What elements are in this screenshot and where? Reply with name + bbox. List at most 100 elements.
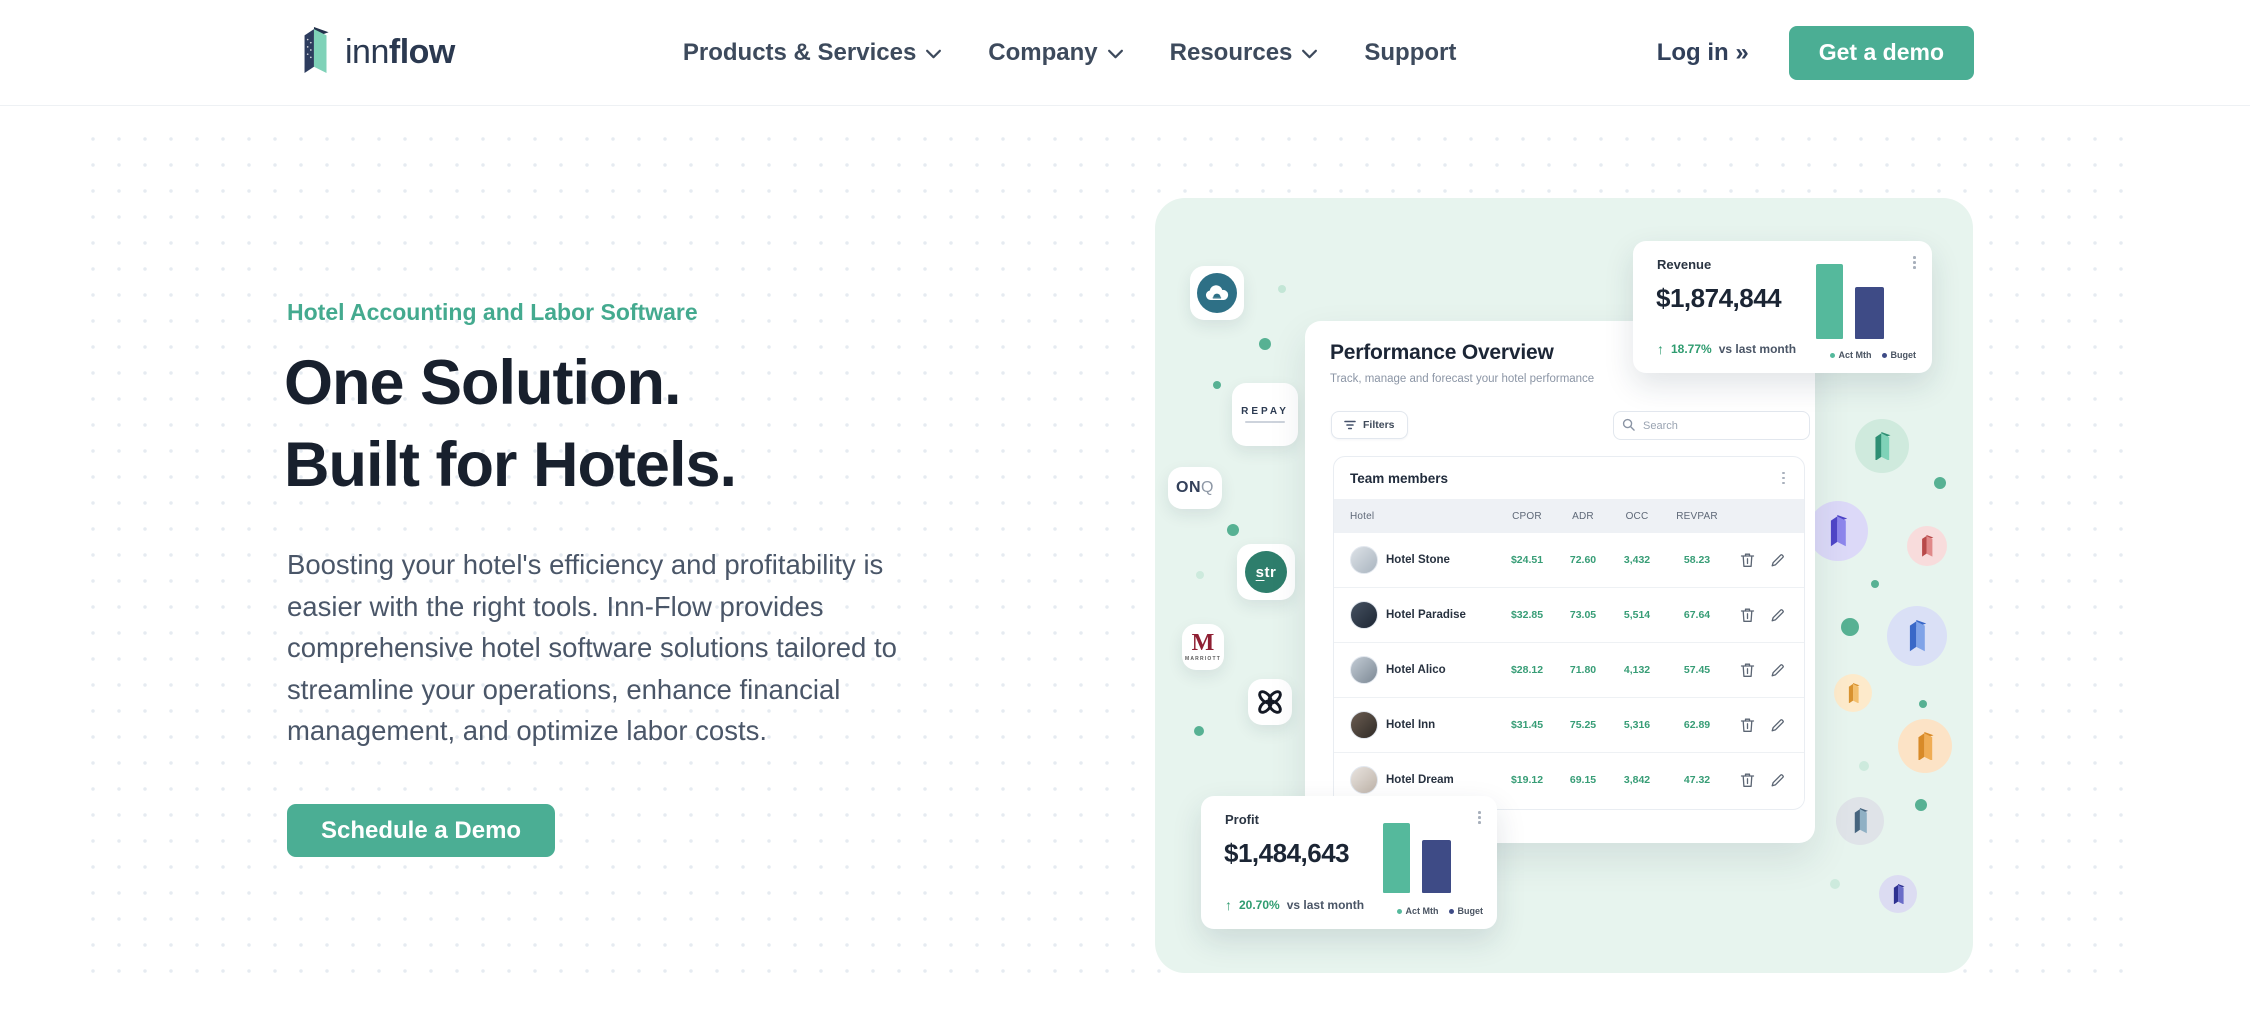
brand-logo[interactable]: innflow (295, 27, 455, 78)
arrow-up-icon: ↑ (1657, 341, 1664, 357)
card-title: Profit (1225, 812, 1259, 827)
actual-month-bar (1383, 823, 1410, 893)
nav-products-services[interactable]: Products & Services (683, 39, 942, 67)
revenue-mini-bar-chart (1816, 241, 1891, 339)
table-row[interactable]: Hotel Inn $31.45 75.25 5,316 62.89 (1334, 697, 1804, 752)
revenue-value: $1,874,844 (1656, 283, 1782, 313)
str-logo-icon: str (1245, 551, 1287, 593)
nav-support[interactable]: Support (1364, 39, 1456, 67)
card-menu-kebab-icon[interactable] (1475, 808, 1484, 827)
nav-resources[interactable]: Resources (1170, 39, 1319, 67)
edit-pencil-icon (1771, 719, 1784, 732)
nav-company[interactable]: Company (988, 39, 1123, 67)
hotel-avatar (1350, 546, 1378, 574)
search-field (1613, 411, 1810, 440)
login-link[interactable]: Log in » (1656, 38, 1749, 66)
arrow-up-icon: ↑ (1225, 897, 1232, 913)
innflow-book-icon (295, 27, 335, 78)
trash-icon (1740, 718, 1754, 732)
nav-label: Support (1364, 38, 1457, 66)
onq-logo-tile: ONQ (1168, 467, 1222, 509)
cloudbeds-logo-tile (1190, 266, 1244, 320)
decorative-dot (1919, 700, 1927, 708)
chevron-down-icon (1302, 49, 1318, 59)
onq-wordmark: ONQ (1176, 479, 1214, 496)
decorative-dot (1278, 285, 1286, 293)
marriott-wordmark: MARRIOTT (1185, 656, 1221, 662)
decorative-dot (1871, 580, 1879, 588)
get-a-demo-button[interactable]: Get a demo (1788, 25, 1974, 80)
decorative-dot (1859, 761, 1869, 771)
trash-icon (1740, 773, 1754, 787)
hotel-name: Hotel Dream (1386, 774, 1454, 786)
decorative-dot (1194, 726, 1204, 736)
legend-dot-icon (1396, 908, 1402, 914)
decorative-dot (1934, 477, 1946, 489)
table-menu-kebab-icon[interactable] (1779, 469, 1788, 488)
dashboard-subtitle: Track, manage and forecast your hotel pe… (1330, 373, 1595, 385)
edit-pencil-icon (1771, 554, 1784, 567)
schedule-demo-button[interactable]: Schedule a Demo (287, 804, 556, 857)
revpar-value: 62.89 (1683, 719, 1711, 731)
col-hotel: Hotel (1350, 510, 1375, 522)
revenue-stat-card: Revenue $1,874,844 ↑ 18.77% vs last mont… (1633, 241, 1932, 373)
adr-value: 71.80 (1569, 664, 1597, 676)
budget-bar (1855, 287, 1884, 339)
delete-row-button[interactable] (1730, 607, 1764, 623)
cpor-value: $19.12 (1510, 774, 1544, 786)
woven-knot-logo-icon (1258, 690, 1282, 714)
legend-item: Act Mth (1829, 350, 1872, 360)
hotel-name: Hotel Paradise (1386, 609, 1466, 621)
dashboard-title: Performance Overview (1330, 341, 1554, 364)
nav-label: Resources (1169, 38, 1293, 66)
book-logo-bubble-icon (1907, 526, 1947, 566)
edit-pencil-icon (1771, 774, 1784, 787)
card-menu-kebab-icon[interactable] (1910, 253, 1919, 272)
col-occ: OCC (1625, 510, 1649, 522)
hotel-name: Hotel Inn (1386, 719, 1436, 731)
table-row[interactable]: Hotel Paradise $32.85 73.05 5,514 67.64 (1334, 587, 1804, 642)
edit-row-button[interactable] (1764, 552, 1792, 568)
filters-button[interactable]: Filters (1331, 411, 1408, 439)
hotel-avatar (1350, 766, 1378, 794)
table-row[interactable]: Hotel Alico $28.12 71.80 4,132 57.45 (1334, 642, 1804, 697)
marriott-m-icon: M (1191, 630, 1215, 656)
occ-value: 5,316 (1623, 719, 1651, 731)
edit-row-button[interactable] (1764, 717, 1792, 733)
cpor-value: $24.51 (1510, 554, 1544, 566)
book-logo-bubble-icon (1834, 674, 1872, 712)
dashboard-panel: Performance Overview Track, manage and f… (1305, 321, 1815, 843)
adr-value: 69.15 (1569, 774, 1597, 786)
edit-row-button[interactable] (1764, 607, 1792, 623)
hero-eyebrow: Hotel Accounting and Labor Software (287, 299, 698, 325)
marriott-logo-tile: M MARRIOTT (1182, 624, 1224, 670)
delete-row-button[interactable] (1730, 717, 1764, 733)
delete-row-button[interactable] (1730, 772, 1764, 788)
table-row[interactable]: Hotel Stone $24.51 72.60 3,432 58.23 (1334, 533, 1804, 587)
table-title: Team members (1350, 470, 1449, 486)
hotel-name: Hotel Alico (1386, 664, 1446, 676)
hotel-name: Hotel Stone (1386, 554, 1450, 566)
actual-month-bar (1816, 264, 1843, 339)
knot-logo-tile (1248, 679, 1292, 725)
legend-item: Act Mth (1396, 906, 1439, 916)
decorative-dot (1259, 338, 1271, 350)
revpar-value: 67.64 (1683, 609, 1711, 621)
legend-item: Buget (1448, 906, 1483, 916)
search-input[interactable] (1613, 411, 1810, 440)
edit-row-button[interactable] (1764, 662, 1792, 678)
cloud-bell-logo-icon (1197, 273, 1237, 313)
chevron-down-icon (926, 49, 942, 59)
filters-label: Filters (1363, 419, 1395, 431)
legend-dot-icon (1829, 352, 1835, 358)
book-logo-bubble-icon (1836, 797, 1884, 845)
str-logo-tile: str (1237, 544, 1295, 600)
delete-row-button[interactable] (1730, 552, 1764, 568)
delete-row-button[interactable] (1730, 662, 1764, 678)
hotel-avatar (1350, 711, 1378, 739)
table-header-row: Hotel CPOR ADR OCC REVPAR (1334, 499, 1804, 533)
hotel-avatar (1350, 656, 1378, 684)
edit-row-button[interactable] (1764, 772, 1792, 788)
trash-icon (1740, 553, 1754, 567)
col-revpar: REVPAR (1676, 510, 1718, 522)
